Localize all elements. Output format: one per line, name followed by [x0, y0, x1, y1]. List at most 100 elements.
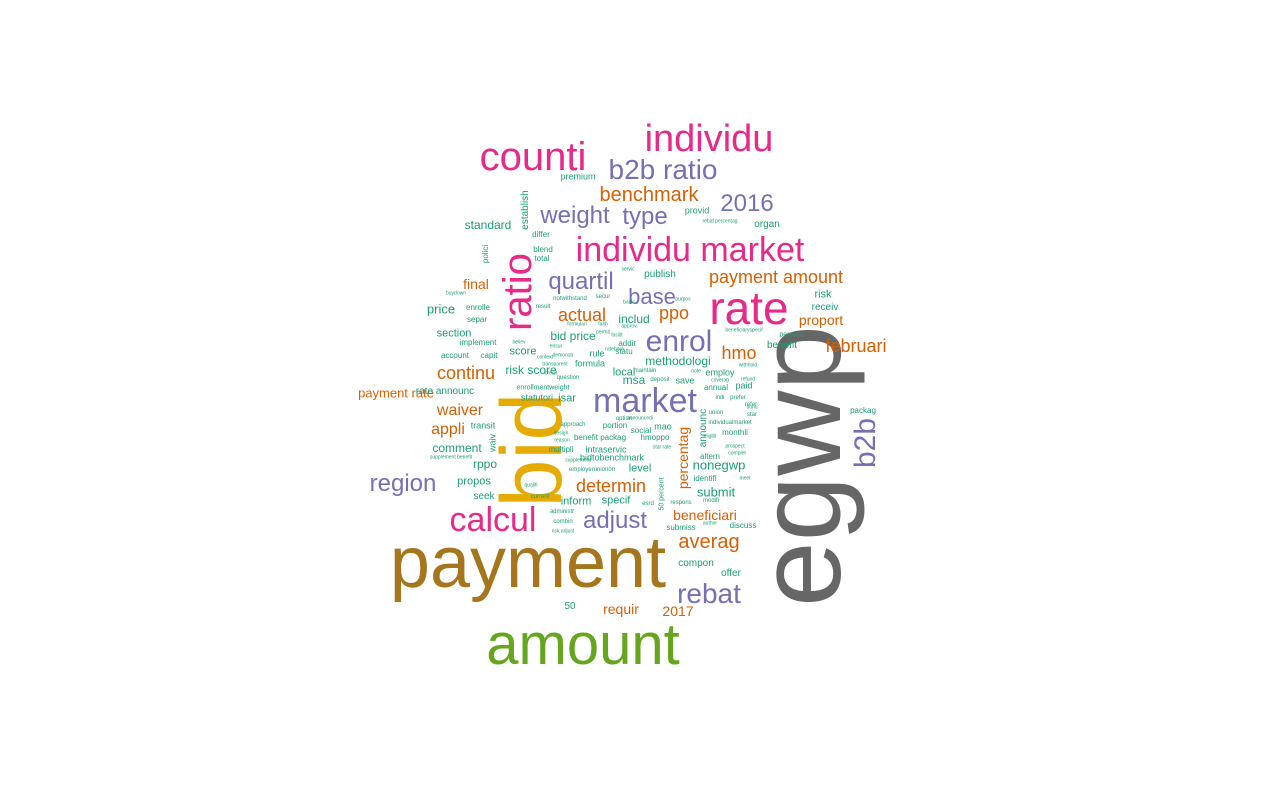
- word-rebat-percentag: rebat percentag: [702, 218, 738, 225]
- word-requir: requir: [603, 601, 639, 617]
- word-appli: appli: [431, 421, 465, 438]
- word-total: total: [534, 254, 550, 263]
- word-ensur: ensur: [549, 343, 563, 350]
- word-eligibl: eligibl: [703, 433, 717, 440]
- word-believ: believ: [512, 339, 526, 346]
- word-altern: altern: [699, 452, 721, 461]
- word-market: market: [593, 382, 697, 420]
- word-design: design: [553, 430, 569, 437]
- word-permit: permit: [596, 329, 610, 336]
- word-transparent: transparent: [542, 361, 568, 368]
- word-februari: februari: [825, 336, 887, 356]
- word-formula: formula: [574, 358, 606, 369]
- word-organ: organ: [754, 219, 780, 230]
- word-current: current: [530, 494, 550, 500]
- word-intraservic: intraservic: [585, 444, 627, 455]
- word-submiss: submiss: [666, 523, 696, 532]
- word-polici: polici: [481, 244, 490, 264]
- word-propos: propos: [457, 475, 491, 488]
- word-facilit: facilit: [611, 332, 623, 339]
- word-beneficiaryspecif: beneficiaryspecif: [725, 327, 763, 334]
- word-hmoppo: hmoppo: [640, 433, 670, 442]
- word-actual: actual: [557, 305, 607, 325]
- word-payment-amount: payment amount: [708, 267, 844, 287]
- word-employ: employ: [705, 367, 735, 378]
- word-statu: statu: [615, 347, 633, 356]
- word-inform: inform: [560, 495, 592, 508]
- word-section: section: [436, 327, 472, 340]
- word-risk: risk: [814, 288, 832, 301]
- word-individu: individu: [644, 118, 774, 160]
- word-faith: faith: [598, 321, 608, 328]
- word-enrolle: enrolle: [465, 303, 491, 312]
- word-hmo: hmo: [721, 343, 757, 363]
- word-weight: weight: [540, 202, 610, 229]
- word-secur: secur: [595, 294, 611, 300]
- word-methodologi: methodologi: [645, 354, 711, 368]
- word-payment-rate: payment rate: [358, 385, 434, 401]
- word-offer: offer: [721, 568, 741, 579]
- word-approv: approv: [621, 323, 637, 330]
- word-individualmarket: individualmarket: [708, 420, 752, 426]
- word-buydown: buydown: [445, 290, 467, 297]
- word-standard: standard: [464, 218, 512, 232]
- word-annual: annual: [703, 383, 729, 392]
- word-complet: complet: [728, 450, 746, 457]
- word-b2b: b2b: [849, 417, 882, 469]
- word-continu: continu: [436, 363, 496, 383]
- word-deposit: deposit: [650, 377, 670, 383]
- word-bid-price: bid price: [550, 329, 596, 343]
- word-portion: portion: [602, 421, 628, 430]
- word-quartil: quartil: [548, 268, 614, 295]
- word-basic: basic: [623, 299, 635, 306]
- word-base: base: [628, 284, 676, 309]
- word-discuss: discuss: [729, 521, 757, 530]
- word-comment: comment: [432, 441, 482, 455]
- word-withhold: withhold: [738, 362, 758, 369]
- word-publish: publish: [644, 269, 676, 280]
- word-coverag: coverag: [711, 377, 729, 384]
- word-percent: percent: [779, 331, 803, 339]
- word-price: price: [426, 301, 456, 317]
- word-respons: respons: [670, 500, 692, 506]
- word-score: score: [509, 345, 537, 358]
- word-qualifi: qualifi: [524, 482, 538, 489]
- word-percentag: percentag: [675, 426, 691, 490]
- word-50-percent: 50 percent: [658, 477, 666, 511]
- word-receiv: receiv: [811, 302, 839, 313]
- word-submit: submit: [696, 484, 736, 500]
- word-bonu: bonu: [746, 404, 758, 411]
- word-prospect: prospect: [725, 443, 745, 450]
- word-author: author: [702, 520, 718, 527]
- word-save: save: [675, 375, 695, 386]
- word-modifi: modifi: [702, 498, 720, 504]
- word-averag: averag: [678, 531, 740, 553]
- word-benchmark: benchmark: [599, 184, 699, 206]
- word-servic: servic: [621, 266, 635, 273]
- word-counti: counti: [479, 135, 587, 179]
- word-approach: approach: [560, 422, 586, 428]
- word-determin: determin: [575, 476, 647, 496]
- word-seek: seek: [473, 491, 495, 502]
- word-differ: differ: [532, 230, 550, 239]
- word-account: account: [440, 351, 470, 360]
- word-administr: administr: [549, 509, 575, 515]
- word-union: union: [708, 410, 724, 416]
- word-mao: mao: [654, 421, 672, 432]
- word-establish: establish: [520, 190, 531, 230]
- word-transit: transit: [470, 420, 496, 431]
- word-final: final: [463, 276, 489, 292]
- word-paid: paid: [735, 380, 753, 391]
- word-demonstr: demonstr: [552, 352, 574, 359]
- word-ratio: ratio: [496, 253, 540, 331]
- word-credit: credit: [544, 370, 558, 377]
- word-ratebook: ratebook: [605, 346, 625, 353]
- word-enrol: enrol: [645, 325, 713, 358]
- word-maintain: maintain: [633, 368, 657, 374]
- word-announc: announc: [698, 408, 709, 448]
- word-type: type: [622, 203, 668, 230]
- word-implement: implement: [459, 338, 497, 347]
- word-2017: 2017: [662, 603, 694, 619]
- word-50: 50: [564, 601, 576, 612]
